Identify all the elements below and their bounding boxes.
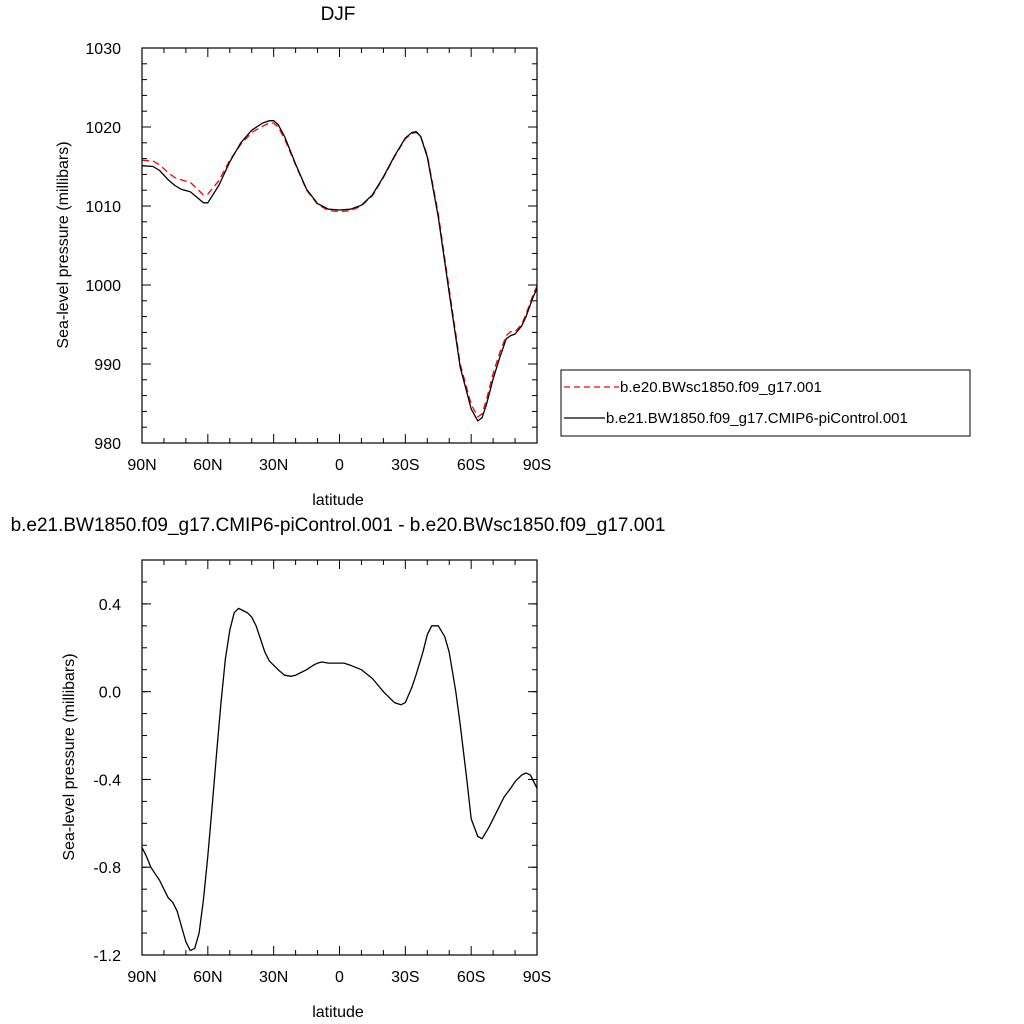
x-tick-label: 30S bbox=[391, 969, 419, 986]
bottom-chart-y-axis-title: Sea-level pressure (millibars) bbox=[61, 653, 78, 860]
top-chart-x-axis-title: latitude bbox=[312, 492, 364, 509]
series-line-0 bbox=[141, 607, 538, 952]
legend-box bbox=[560, 369, 971, 437]
x-tick-label: 30S bbox=[391, 457, 419, 474]
y-tick-label: 1010 bbox=[85, 199, 121, 216]
top-chart-y-axis-title: Sea-level pressure (millibars) bbox=[55, 141, 72, 348]
slp-djf-panel: DJF 90N 60N 30N 0 30S 60S 90S 980 990 1000 1010 102… bbox=[55, 4, 971, 509]
legend-label-bw1850-picontrol: b.e21.BW1850.f09_g17.CMIP6-piControl.001 bbox=[606, 410, 908, 427]
bottom-chart-ticks: 90N 60N 30N 0 30S 60S 90S -1.2 -0.8 -0.4 0.0 0.4 bbox=[93, 559, 551, 986]
y-tick-label: 0.4 bbox=[99, 597, 121, 614]
y-tick-label: 990 bbox=[94, 357, 121, 374]
x-tick-label: 60N bbox=[193, 969, 222, 986]
slp-difference-panel: b.e21.BW1850.f09_g17.CMIP6-piControl.001… bbox=[11, 515, 666, 1021]
y-tick-label: -0.8 bbox=[93, 860, 121, 877]
x-tick-label: 90S bbox=[523, 457, 551, 474]
series-line-0 bbox=[141, 122, 538, 418]
x-tick-label: 0 bbox=[335, 969, 344, 986]
x-tick-label: 60S bbox=[457, 457, 485, 474]
top-chart-frame bbox=[141, 47, 538, 444]
top-chart-ticks: 90N 60N 30N 0 30S 60S 90S 980 990 1000 1010 1020 103… bbox=[85, 41, 551, 474]
x-tick-label: 90S bbox=[523, 969, 551, 986]
y-tick-label: 0.0 bbox=[99, 685, 121, 702]
x-tick-label: 30N bbox=[259, 457, 288, 474]
top-chart-plot-area bbox=[141, 120, 538, 422]
x-tick-label: 90N bbox=[127, 457, 156, 474]
y-tick-label: -0.4 bbox=[93, 772, 121, 789]
top-chart-title: DJF bbox=[321, 4, 356, 25]
bottom-chart-x-axis-title: latitude bbox=[312, 1004, 364, 1021]
bottom-chart-plot-area bbox=[141, 607, 538, 952]
x-tick-label: 60S bbox=[457, 969, 485, 986]
x-tick-label: 30N bbox=[259, 969, 288, 986]
y-tick-label: -1.2 bbox=[93, 948, 121, 965]
x-tick-label: 0 bbox=[335, 457, 344, 474]
x-tick-label: 60N bbox=[193, 457, 222, 474]
y-tick-label: 1000 bbox=[85, 278, 121, 295]
y-tick-label: 1030 bbox=[85, 41, 121, 58]
legend-label-bwsc1850: b.e20.BWsc1850.f09_g17.001 bbox=[620, 379, 822, 396]
y-tick-label: 980 bbox=[94, 436, 121, 453]
bottom-chart-frame bbox=[141, 559, 538, 956]
y-tick-label: 1020 bbox=[85, 120, 121, 137]
x-tick-label: 90N bbox=[127, 969, 156, 986]
series-line-1 bbox=[141, 120, 538, 422]
bottom-chart-title: b.e21.BW1850.f09_g17.CMIP6-piControl.001… bbox=[11, 515, 666, 536]
legend: b.e20.BWsc1850.f09_g17.001 b.e21.BW1850.… bbox=[560, 369, 971, 437]
